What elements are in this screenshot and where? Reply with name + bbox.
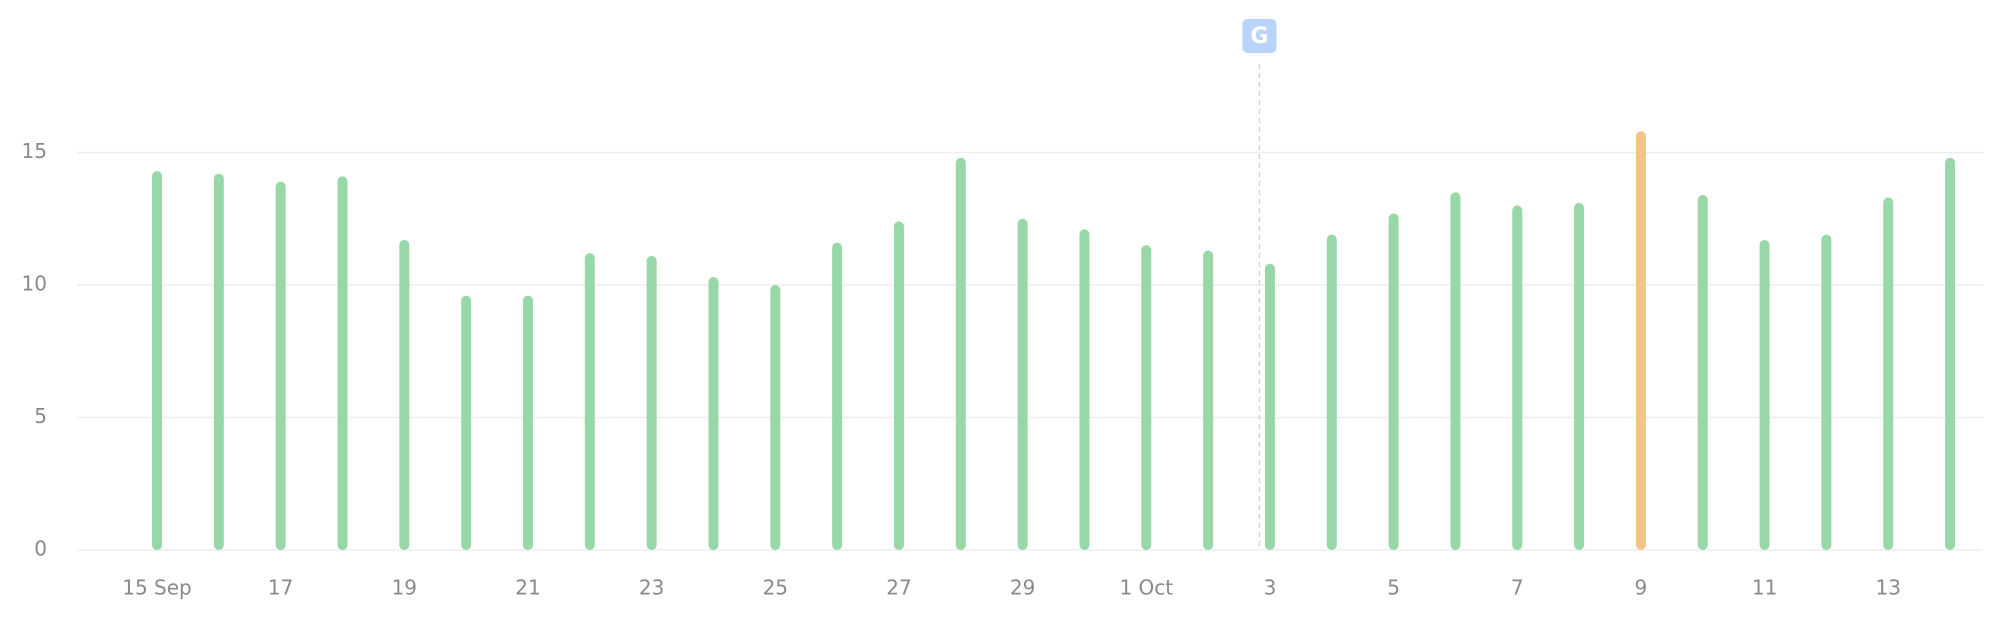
y-tick-label: 10: [22, 272, 47, 296]
bar: [275, 181, 286, 550]
bar: [955, 157, 966, 551]
bar: [1945, 157, 1956, 551]
bar: [893, 221, 904, 550]
x-tick-label: 15 Sep: [122, 576, 192, 600]
bar: [584, 253, 595, 550]
bar: [1821, 234, 1832, 550]
bar: [522, 295, 533, 550]
x-tick-label: 11: [1752, 576, 1777, 600]
x-tick-label: 19: [392, 576, 417, 600]
bar: [1141, 245, 1152, 550]
annotation-box: [1242, 19, 1277, 53]
bar: [1388, 213, 1399, 550]
bar: [770, 285, 781, 550]
bar: [1326, 234, 1337, 550]
bar: [646, 255, 657, 550]
bar: [1759, 239, 1770, 550]
bar: [152, 171, 162, 551]
x-tick-label: 27: [886, 576, 911, 600]
bar: [1574, 202, 1585, 550]
x-tick-label: 25: [763, 576, 788, 600]
x-tick-label: 5: [1387, 576, 1400, 600]
bar: [1079, 229, 1090, 550]
x-tick-label: 9: [1635, 576, 1648, 600]
bar: [337, 176, 348, 550]
bar: [832, 242, 843, 550]
y-tick-label: 15: [22, 139, 47, 163]
x-tick-label: 1 Oct: [1119, 576, 1173, 600]
bar: [1264, 263, 1275, 550]
x-tick-label: 7: [1511, 576, 1524, 600]
x-tick-label: 17: [268, 576, 293, 600]
x-tick-label: 23: [639, 576, 664, 600]
bar: [1635, 131, 1646, 551]
bar: [1512, 205, 1523, 550]
bar: [1450, 192, 1461, 550]
bar: [461, 295, 472, 550]
x-tick-label: 21: [515, 576, 540, 600]
bar: [708, 277, 719, 550]
y-tick-label: 5: [34, 404, 47, 428]
annotation-label: G: [1250, 24, 1268, 49]
bar: [1203, 250, 1214, 551]
x-tick-label: 13: [1876, 576, 1901, 600]
x-tick-label: 29: [1010, 576, 1035, 600]
bar: [1883, 197, 1894, 551]
bar: [1017, 218, 1028, 550]
bar: [1697, 194, 1708, 550]
bar: [213, 173, 224, 550]
y-tick-label: 0: [34, 537, 47, 561]
x-tick-label: 3: [1264, 576, 1277, 600]
bar: [399, 239, 410, 550]
